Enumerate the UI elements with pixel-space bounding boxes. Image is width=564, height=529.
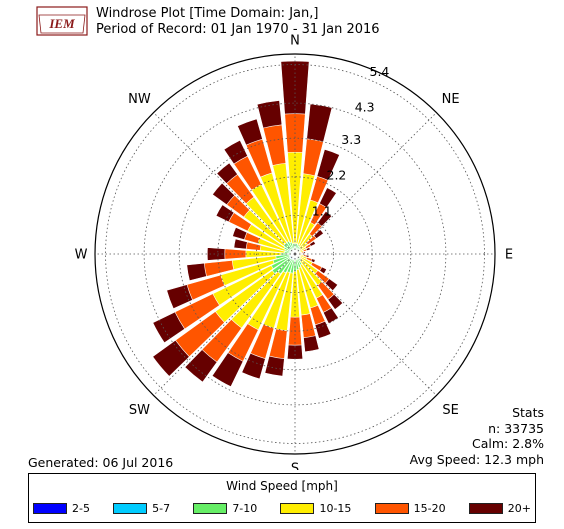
- radial-tick-label: 3.3: [341, 132, 361, 147]
- windrose-bar: [294, 199, 319, 255]
- legend-label: 2-5: [72, 502, 90, 515]
- direction-label: S: [291, 462, 299, 471]
- stats-n: n: 33735: [488, 420, 544, 436]
- windrose-bar: [247, 224, 296, 255]
- direction-label: NE: [442, 92, 460, 107]
- windrose-bar: [245, 196, 296, 255]
- legend-swatch: [374, 503, 409, 514]
- legend-item: 15-20: [374, 502, 446, 515]
- windrose-bar: [272, 253, 296, 264]
- direction-label: E: [505, 248, 513, 263]
- windrose-bar: [287, 151, 303, 255]
- windrose-bar: [272, 162, 296, 255]
- grid-spoke: [153, 112, 296, 255]
- legend-label: 5-7: [152, 502, 171, 515]
- legend-items: 2-5 5-7 7-10 10-15 15-20 20+: [33, 502, 531, 515]
- grid-spoke: [294, 112, 437, 255]
- legend-swatch: [280, 503, 315, 514]
- windrose-bar: [294, 222, 316, 255]
- legend-label: 7-10: [232, 502, 258, 515]
- radial-tick-label: 5.4: [370, 64, 390, 79]
- legend-swatch: [33, 503, 67, 514]
- grid-spoke: [294, 253, 437, 396]
- direction-label: NW: [128, 92, 151, 107]
- direction-label: N: [290, 34, 300, 49]
- direction-label: W: [75, 248, 88, 263]
- legend-item: 2-5: [33, 502, 90, 515]
- stats-avg-speed: Avg Speed: 12.3 mph: [409, 451, 544, 467]
- grid-ring: [255, 214, 334, 293]
- direction-label: SW: [129, 403, 150, 418]
- windrose-bar: [243, 209, 296, 255]
- legend-item: 10-15: [280, 502, 351, 515]
- radial-tick-label: 1.1: [312, 203, 332, 218]
- radial-tick-label: 2.2: [327, 168, 347, 183]
- legend-swatch: [193, 503, 228, 514]
- windrose-chart: 1.1 2.2 3.3 4.3 5.4 N NE E SE S SW W NW: [75, 34, 514, 471]
- legend-swatch: [113, 503, 148, 514]
- legend-swatch: [468, 503, 503, 514]
- windrose-bar: [260, 172, 296, 255]
- legend-label: 20+: [507, 502, 531, 515]
- windrose-bar: [270, 253, 296, 270]
- legend-item: 7-10: [193, 502, 257, 515]
- title-line-1: Windrose Plot [Time Domain: Jan,]: [96, 6, 319, 21]
- logo-text: IEM: [48, 16, 75, 31]
- windrose-bar: [290, 253, 300, 318]
- polar-frame: [94, 53, 496, 455]
- windrose-bar: [280, 252, 296, 256]
- legend-item: 5-7: [113, 502, 170, 515]
- legend-label: 15-20: [413, 502, 446, 515]
- stats-heading: Stats: [512, 405, 544, 420]
- title-line-2: Period of Record: 01 Jan 1970 - 31 Jan 2…: [96, 22, 380, 37]
- grid-ring: [178, 137, 412, 371]
- generated-date: Generated: 06 Jul 2016: [28, 455, 174, 470]
- chart-title: Windrose Plot [Time Domain: Jan,] Period…: [96, 6, 380, 38]
- legend: Wind Speed [mph] 2-5 5-7 7-10 10-15 15-2…: [28, 473, 536, 523]
- legend-title: Wind Speed [mph]: [226, 479, 338, 493]
- windrose-bar: [294, 253, 324, 299]
- windrose-bar: [247, 253, 296, 331]
- stats-calm: Calm: 2.8%: [472, 436, 544, 451]
- radial-tick-label: 4.3: [355, 100, 375, 115]
- direction-label: SE: [442, 403, 458, 418]
- iem-logo: IEM: [36, 6, 88, 36]
- windrose-bar: [294, 173, 316, 255]
- grid-spoke: [153, 253, 296, 396]
- stats-panel: Stats n: 33735 Calm: 2.8% Avg Speed: 12.…: [410, 405, 544, 467]
- grid-ring: [143, 102, 447, 406]
- windrose-bar: [294, 253, 319, 309]
- legend-label: 10-15: [319, 502, 352, 515]
- legend-item: 20+: [468, 502, 531, 515]
